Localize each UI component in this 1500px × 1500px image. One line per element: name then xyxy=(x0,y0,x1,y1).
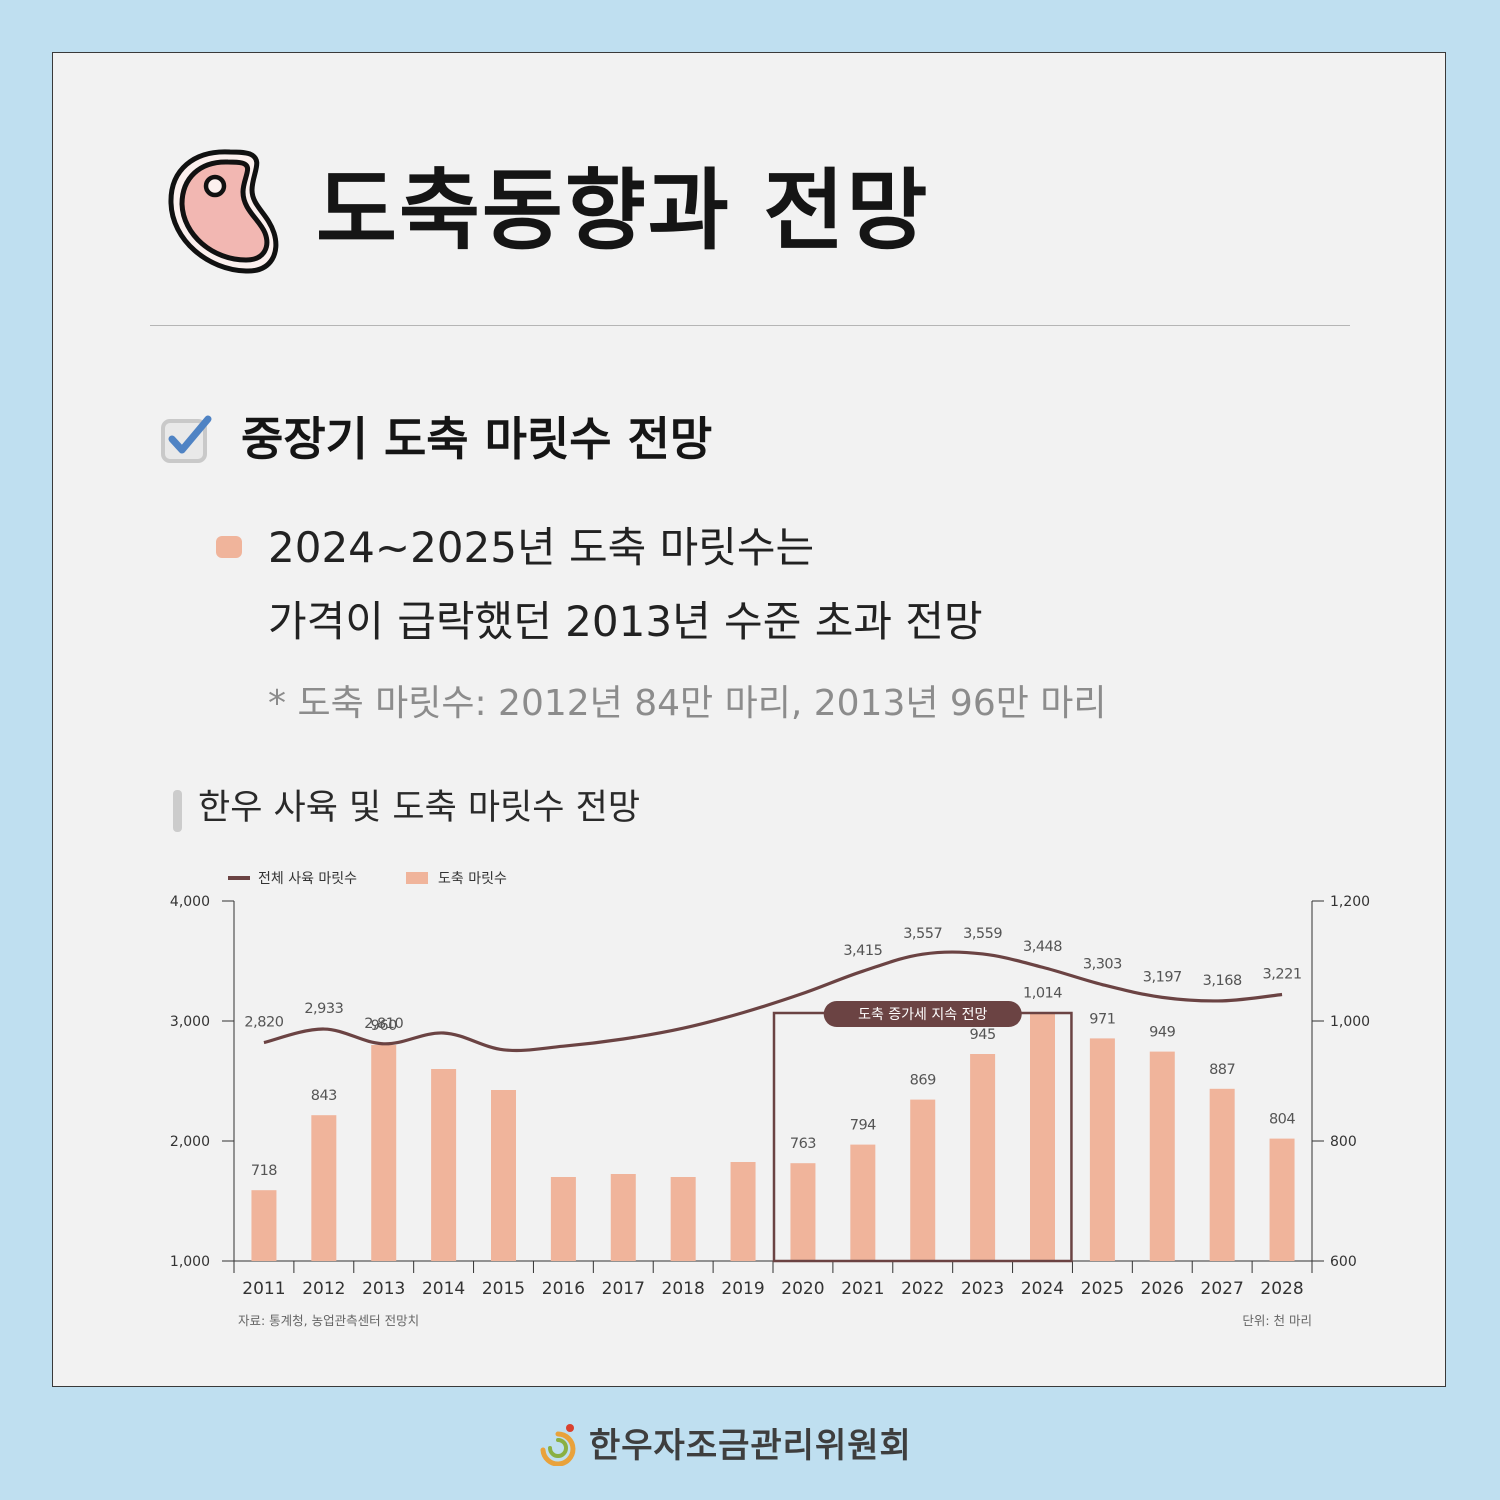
page-title: 도축동향과 전망 xyxy=(316,159,930,262)
x-tick-label-2027: 2027 xyxy=(1201,1279,1244,1299)
summary-note: * 도축 마릿수: 2012년 84만 마리, 2013년 96만 마리 xyxy=(268,683,1107,724)
line-value-label: 3,303 xyxy=(1083,957,1122,973)
chart-title: 한우 사육 및 도축 마릿수 전망 xyxy=(198,788,641,828)
bullet-marker xyxy=(216,536,242,558)
content-card: 도축동향과 전망 중장기 도축 마릿수 전망 2024~2025년 도축 마릿수… xyxy=(52,52,1446,1387)
bar-value-label: 949 xyxy=(1149,1025,1175,1041)
combo-chart: 전체 사육 마릿수 도축 마릿수 1,000 2,000 3,000 4,000 600 80… xyxy=(170,871,1370,1328)
bar-value-label: 794 xyxy=(850,1118,876,1134)
x-tick-label-2017: 2017 xyxy=(602,1279,645,1299)
line-value-label: 3,221 xyxy=(1263,966,1302,982)
bar-2026 xyxy=(1149,1051,1175,1261)
bar-2022 xyxy=(910,1099,936,1261)
line-value-label: 2,820 xyxy=(244,1015,283,1031)
line-value-label: 3,448 xyxy=(1023,939,1062,955)
bar-2019 xyxy=(730,1162,756,1261)
x-tick-label-2020: 2020 xyxy=(781,1279,824,1299)
x-tick-label-2011: 2011 xyxy=(242,1279,285,1299)
line-value-label: 3,559 xyxy=(963,926,1002,942)
left-axis-tick-label: 2,000 xyxy=(170,1134,210,1150)
bar-2013 xyxy=(371,1045,397,1261)
x-tick-label-2026: 2026 xyxy=(1141,1279,1184,1299)
bar-2020 xyxy=(790,1163,816,1261)
bar-2015 xyxy=(491,1090,516,1261)
bar-value-label: 960 xyxy=(371,1018,397,1034)
x-tick-label-2025: 2025 xyxy=(1081,1279,1124,1299)
bar-value-label: 945 xyxy=(970,1027,996,1043)
x-tick-label-2022: 2022 xyxy=(901,1279,944,1299)
x-tick-label-2013: 2013 xyxy=(362,1279,405,1299)
legend-label-slaughter: 도축 마릿수 xyxy=(438,871,507,887)
bar-value-label: 887 xyxy=(1209,1062,1235,1078)
x-tick-label-2014: 2014 xyxy=(422,1279,465,1299)
bar-value-label: 971 xyxy=(1089,1011,1115,1027)
bar-value-label: 869 xyxy=(910,1073,936,1089)
section-heading: 중장기 도축 마릿수 전망 xyxy=(161,415,712,463)
line-value-label: 2,933 xyxy=(304,1001,343,1017)
x-tick-label-2024: 2024 xyxy=(1021,1279,1064,1299)
herd-size-line xyxy=(263,950,1283,1053)
line-value-label: 3,197 xyxy=(1143,969,1182,985)
bar-value-label: 1,014 xyxy=(1023,986,1062,1002)
legend-bar-swatch xyxy=(406,872,428,884)
bar-2027 xyxy=(1209,1088,1235,1261)
bar-2028 xyxy=(1269,1138,1295,1261)
x-tick-label-2021: 2021 xyxy=(841,1279,884,1299)
footer-logo: 한우자조금관리위원회 xyxy=(535,1418,912,1467)
line-value-label: 3,557 xyxy=(903,926,942,942)
org-name: 한우자조금관리위원회 xyxy=(589,1426,912,1466)
right-axis-tick-label: 1,200 xyxy=(1330,894,1370,910)
bar-2021 xyxy=(850,1144,876,1261)
right-axis-tick-label: 1,000 xyxy=(1330,1014,1370,1030)
line-value-label: 3,415 xyxy=(843,943,882,959)
bar-2025 xyxy=(1089,1038,1115,1261)
bar-2018 xyxy=(670,1177,696,1261)
chart-unit: 단위: 천 마리 xyxy=(1242,1313,1312,1328)
summary-line-2: 가격이 급락했던 2013년 수준 초과 전망 xyxy=(268,597,983,646)
bar-2011 xyxy=(251,1190,277,1261)
bar-value-label: 718 xyxy=(251,1163,277,1179)
bar-2012 xyxy=(311,1115,337,1261)
bar-value-label: 804 xyxy=(1269,1112,1295,1128)
section-title: 중장기 도축 마릿수 전망 xyxy=(241,412,713,466)
bar-2014 xyxy=(431,1069,457,1261)
chart-title-accent xyxy=(173,790,182,832)
checkbox-checked-icon xyxy=(161,415,212,463)
line-value-label: 2,810 xyxy=(364,1016,403,1032)
bar-value-label: 763 xyxy=(790,1136,816,1152)
bar-2016 xyxy=(550,1177,576,1261)
x-tick-label-2018: 2018 xyxy=(662,1279,705,1299)
x-tick-label-2028: 2028 xyxy=(1260,1279,1303,1299)
left-axis-tick-label: 1,000 xyxy=(170,1254,210,1270)
x-tick-label-2023: 2023 xyxy=(961,1279,1004,1299)
bar-2017 xyxy=(610,1174,636,1261)
bar-value-label: 843 xyxy=(311,1088,337,1104)
forecast-label-pill xyxy=(823,1001,1022,1027)
x-tick-label-2015: 2015 xyxy=(482,1279,525,1299)
right-axis-tick-label: 600 xyxy=(1330,1254,1357,1270)
x-tick-label-2019: 2019 xyxy=(721,1279,764,1299)
title-divider xyxy=(150,325,1350,326)
bar-2024 xyxy=(1030,1012,1055,1261)
title-row: 도축동향과 전망 xyxy=(168,148,929,274)
meat-steak-icon xyxy=(168,149,279,274)
chart-source: 자료: 통계청, 농업관측센터 전망치 xyxy=(238,1313,419,1328)
left-axis-tick-label: 3,000 xyxy=(170,1014,210,1030)
line-value-label: 3,168 xyxy=(1203,973,1242,989)
legend-label-herd: 전체 사육 마릿수 xyxy=(258,871,357,887)
bar-2023 xyxy=(970,1054,996,1261)
x-tick-label-2016: 2016 xyxy=(542,1279,585,1299)
right-axis-tick-label: 800 xyxy=(1330,1134,1357,1150)
forecast-label-text: 도축 증가세 지속 전망 xyxy=(858,1007,987,1023)
summary-line-1: 2024~2025년 도축 마릿수는 xyxy=(268,523,815,572)
left-axis-tick-label: 4,000 xyxy=(170,894,210,910)
x-tick-label-2012: 2012 xyxy=(302,1279,345,1299)
hanwoo-logo-icon xyxy=(540,1423,576,1466)
